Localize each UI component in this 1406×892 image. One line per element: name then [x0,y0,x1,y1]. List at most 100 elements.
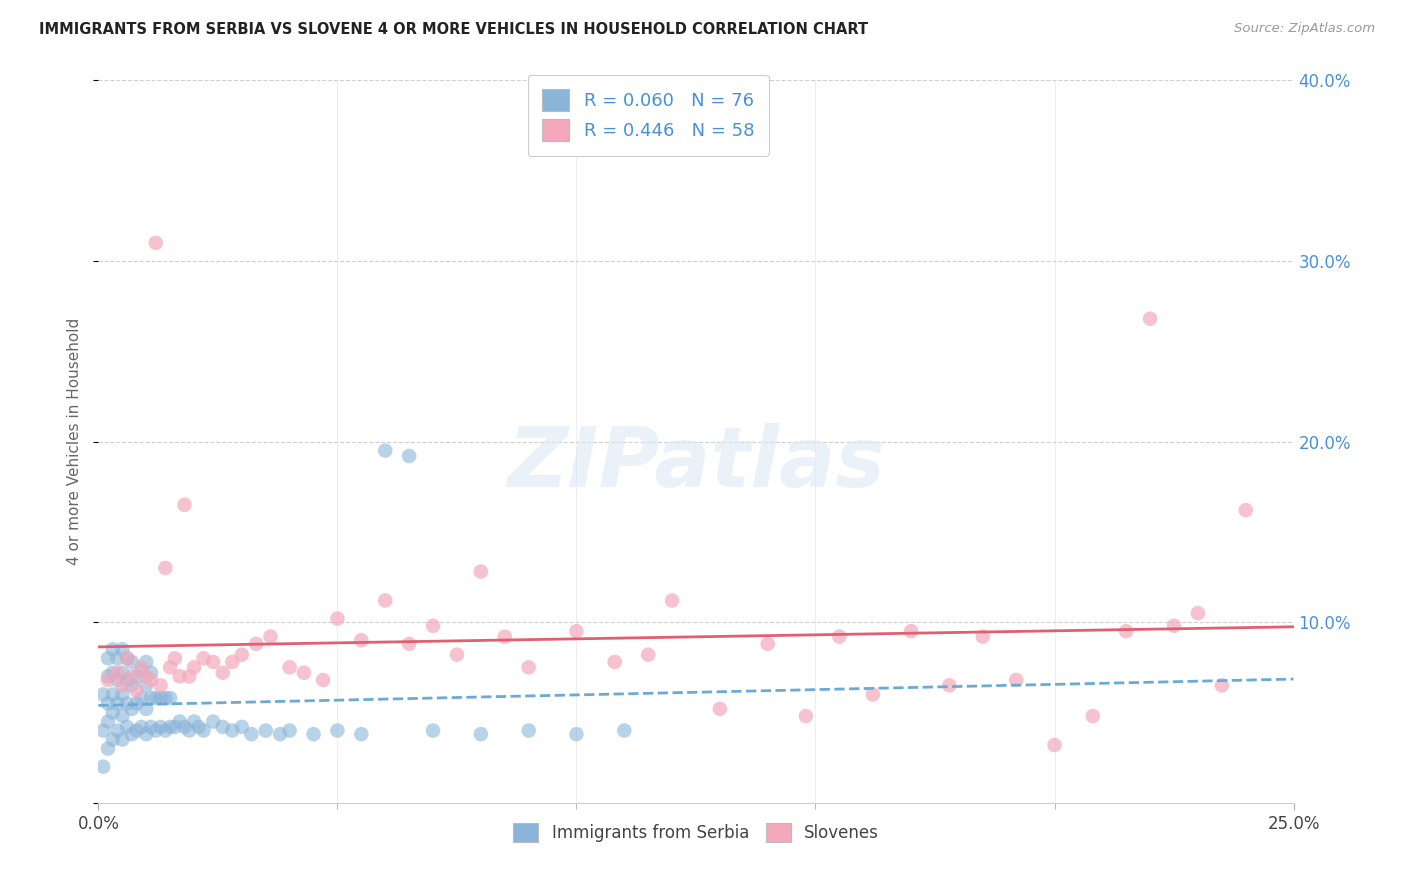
Point [494,630,516,644]
Point [97,651,120,665]
Text: ZIPatlas: ZIPatlas [508,423,884,504]
Point [91,723,114,738]
Point [661,593,683,607]
Point [135,727,157,741]
Point [149,720,172,734]
Point [135,655,157,669]
Point [131,691,153,706]
Point [125,669,148,683]
Point [221,723,243,738]
Point [135,678,157,692]
Point [637,648,659,662]
Point [1115,624,1137,639]
Point [97,673,120,687]
Point [139,691,162,706]
Point [115,651,138,665]
Point [121,727,143,741]
Point [211,665,233,680]
Point [269,727,291,741]
Point [470,727,492,741]
Point [115,720,138,734]
Point [97,669,120,683]
Point [145,691,167,706]
Point [101,642,124,657]
Point [115,673,138,687]
Point [115,697,138,711]
Point [1005,673,1028,687]
Point [91,687,114,701]
Point [374,593,396,607]
Point [135,702,157,716]
Point [900,624,922,639]
Point [163,651,186,665]
Point [422,723,444,738]
Point [131,720,153,734]
Point [756,637,779,651]
Point [97,714,120,729]
Point [231,648,253,662]
Point [163,720,186,734]
Point [149,691,172,706]
Point [145,235,167,250]
Text: Source: ZipAtlas.com: Source: ZipAtlas.com [1234,22,1375,36]
Point [101,665,124,680]
Point [202,655,225,669]
Point [91,760,114,774]
Point [139,720,162,734]
Point [111,678,134,692]
Point [101,732,124,747]
Point [139,665,162,680]
Point [101,706,124,720]
Point [603,655,626,669]
Point [111,687,134,701]
Point [121,655,143,669]
Point [125,697,148,711]
Point [1043,738,1066,752]
Point [111,709,134,723]
Legend: Immigrants from Serbia, Slovenes: Immigrants from Serbia, Slovenes [506,816,886,848]
Point [97,741,120,756]
Point [938,678,960,692]
Point [187,720,209,734]
Point [159,691,181,706]
Point [709,702,731,716]
Point [254,723,277,738]
Point [1081,709,1104,723]
Point [131,660,153,674]
Point [111,732,134,747]
Point [111,642,134,657]
Text: IMMIGRANTS FROM SERBIA VS SLOVENE 4 OR MORE VEHICLES IN HOUSEHOLD CORRELATION CH: IMMIGRANTS FROM SERBIA VS SLOVENE 4 OR M… [39,22,869,37]
Point [565,624,588,639]
Point [446,648,468,662]
Point [145,723,167,738]
Point [1139,311,1161,326]
Point [159,660,181,674]
Point [159,720,181,734]
Y-axis label: 4 or more Vehicles in Household: 4 or more Vehicles in Household [67,318,83,566]
Point [862,687,884,701]
Point [245,637,267,651]
Point [613,723,636,738]
Point [169,714,191,729]
Point [278,660,301,674]
Point [183,660,205,674]
Point [517,723,540,738]
Point [422,619,444,633]
Point [231,720,253,734]
Point [794,709,817,723]
Point [173,498,195,512]
Point [125,683,148,698]
Point [193,723,215,738]
Point [517,660,540,674]
Point [292,665,315,680]
Point [101,687,124,701]
Point [326,611,349,625]
Point [135,669,157,683]
Point [139,673,162,687]
Point [155,561,177,575]
Point [121,678,143,692]
Point [278,723,301,738]
Point [221,655,243,669]
Point [107,723,129,738]
Point [107,651,129,665]
